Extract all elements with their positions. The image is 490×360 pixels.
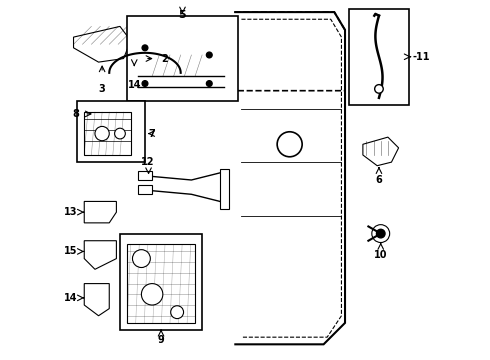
Bar xyxy=(120,234,202,330)
Polygon shape xyxy=(84,202,117,223)
Bar xyxy=(127,16,238,102)
Text: 8: 8 xyxy=(72,109,79,119)
Text: -11: -11 xyxy=(413,52,430,62)
Bar xyxy=(348,9,409,105)
Circle shape xyxy=(376,229,385,238)
Text: 5: 5 xyxy=(179,10,186,20)
Circle shape xyxy=(206,52,212,58)
Text: 14: 14 xyxy=(64,293,77,303)
Text: 7: 7 xyxy=(148,129,155,139)
Polygon shape xyxy=(363,137,398,166)
Circle shape xyxy=(115,128,125,139)
Circle shape xyxy=(171,306,184,319)
Text: 13: 13 xyxy=(64,207,77,217)
Polygon shape xyxy=(84,284,109,316)
Bar xyxy=(138,171,152,180)
Bar xyxy=(138,42,152,51)
Text: 2: 2 xyxy=(161,54,168,64)
Text: 6: 6 xyxy=(375,175,382,185)
Circle shape xyxy=(142,81,148,86)
Circle shape xyxy=(95,126,109,141)
Circle shape xyxy=(206,81,212,86)
Text: 12: 12 xyxy=(142,157,155,167)
Text: 15: 15 xyxy=(64,247,77,256)
Bar xyxy=(220,169,229,208)
Text: 3: 3 xyxy=(99,84,105,94)
Text: 9: 9 xyxy=(158,336,165,345)
Bar xyxy=(138,185,152,194)
Circle shape xyxy=(372,225,390,243)
Circle shape xyxy=(375,85,383,93)
Bar xyxy=(127,244,195,323)
Bar xyxy=(138,67,152,76)
Polygon shape xyxy=(84,241,117,269)
Circle shape xyxy=(142,45,148,51)
Text: 10: 10 xyxy=(374,249,388,260)
Circle shape xyxy=(132,249,150,267)
Bar xyxy=(77,102,145,162)
Polygon shape xyxy=(74,26,131,62)
Text: 14: 14 xyxy=(127,80,141,90)
Circle shape xyxy=(142,284,163,305)
Bar xyxy=(84,112,131,155)
